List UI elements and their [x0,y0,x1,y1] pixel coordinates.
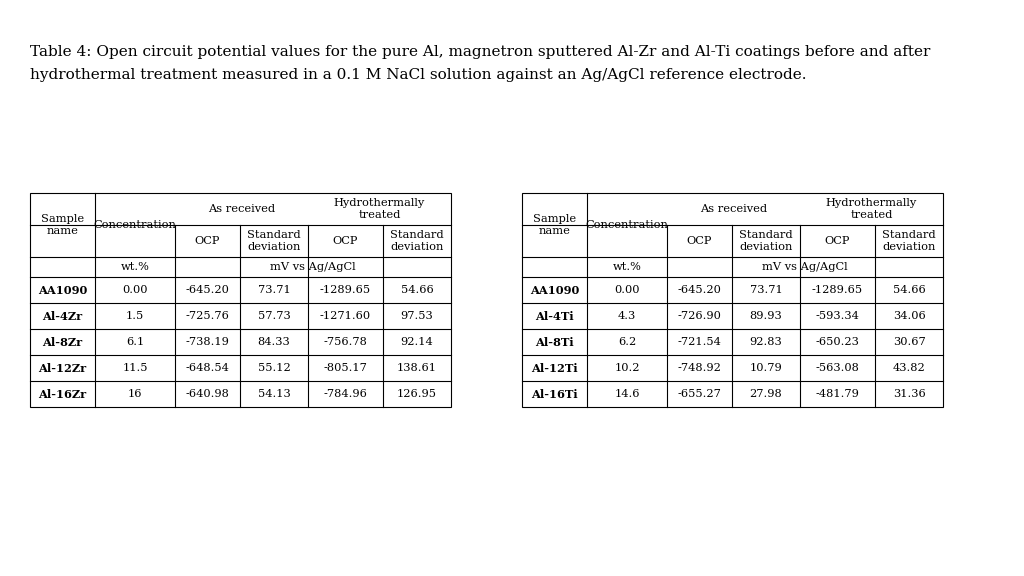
Text: 30.67: 30.67 [893,337,926,347]
Text: 11.5: 11.5 [122,363,147,373]
Text: 4.3: 4.3 [617,311,636,321]
Text: 92.83: 92.83 [750,337,782,347]
Bar [522,193,943,407]
Bar [30,193,451,407]
Text: 6.1: 6.1 [126,337,144,347]
Text: 27.98: 27.98 [750,389,782,399]
Text: 55.12: 55.12 [258,363,291,373]
Text: 6.2: 6.2 [617,337,636,347]
Text: Table 4: Open circuit potential values for the pure Al, magnetron sputtered Al-Z: Table 4: Open circuit potential values f… [30,45,931,59]
Text: 10.2: 10.2 [614,363,640,373]
Text: 31.36: 31.36 [893,389,926,399]
Text: 126.95: 126.95 [397,389,437,399]
Text: 73.71: 73.71 [258,285,291,295]
Text: 43.82: 43.82 [893,363,926,373]
Text: Sample
name: Sample name [532,214,577,236]
Text: -645.20: -645.20 [678,285,722,295]
Text: Al-8Zr: Al-8Zr [42,336,83,347]
Text: -563.08: -563.08 [815,363,859,373]
Text: -1289.65: -1289.65 [319,285,371,295]
Text: -738.19: -738.19 [185,337,229,347]
Text: 57.73: 57.73 [258,311,291,321]
Text: Standard
deviation: Standard deviation [739,230,793,252]
Text: 0.00: 0.00 [122,285,147,295]
Text: -1271.60: -1271.60 [319,311,371,321]
Text: Al-12Ti: Al-12Ti [531,362,578,373]
Text: -650.23: -650.23 [815,337,859,347]
Text: 92.14: 92.14 [400,337,433,347]
Text: -756.78: -756.78 [324,337,368,347]
Text: AA1090: AA1090 [529,285,580,295]
Text: 54.66: 54.66 [400,285,433,295]
Text: -725.76: -725.76 [185,311,229,321]
Text: mV vs Ag/AgCl: mV vs Ag/AgCl [270,262,355,272]
Text: Al-4Ti: Al-4Ti [536,310,573,321]
Text: -593.34: -593.34 [815,311,859,321]
Text: As received: As received [700,204,767,214]
Text: Concentration: Concentration [586,220,669,230]
Text: Al-16Ti: Al-16Ti [531,388,578,400]
Text: Standard
deviation: Standard deviation [883,230,936,252]
Text: OCP: OCP [687,236,712,246]
Text: Al-8Ti: Al-8Ti [536,336,573,347]
Text: OCP: OCP [824,236,850,246]
Text: -655.27: -655.27 [678,389,722,399]
Text: 0.00: 0.00 [614,285,640,295]
Text: 16: 16 [128,389,142,399]
Text: -784.96: -784.96 [324,389,368,399]
Text: -648.54: -648.54 [185,363,229,373]
Text: 97.53: 97.53 [400,311,433,321]
Text: 1.5: 1.5 [126,311,144,321]
Text: Al-4Zr: Al-4Zr [42,310,83,321]
Text: -1289.65: -1289.65 [812,285,863,295]
Text: -721.54: -721.54 [678,337,722,347]
Text: -805.17: -805.17 [324,363,368,373]
Text: wt.%: wt.% [121,262,150,272]
Text: -481.79: -481.79 [815,389,859,399]
Text: OCP: OCP [195,236,220,246]
Text: Hydrothermally
treated: Hydrothermally treated [826,198,918,220]
Text: 84.33: 84.33 [258,337,291,347]
Text: 34.06: 34.06 [893,311,926,321]
Text: -640.98: -640.98 [185,389,229,399]
Text: OCP: OCP [333,236,358,246]
Text: Concentration: Concentration [93,220,176,230]
Text: Standard
deviation: Standard deviation [247,230,301,252]
Text: 14.6: 14.6 [614,389,640,399]
Text: hydrothermal treatment measured in a 0.1 M NaCl solution against an Ag/AgCl refe: hydrothermal treatment measured in a 0.1… [30,68,807,82]
Text: As received: As received [208,204,275,214]
Text: -748.92: -748.92 [678,363,722,373]
Text: -726.90: -726.90 [678,311,722,321]
Text: wt.%: wt.% [612,262,641,272]
Text: 10.79: 10.79 [750,363,782,373]
Text: Standard
deviation: Standard deviation [390,230,443,252]
Text: mV vs Ag/AgCl: mV vs Ag/AgCl [762,262,848,272]
Text: Hydrothermally
treated: Hydrothermally treated [334,198,425,220]
Text: AA1090: AA1090 [38,285,87,295]
Text: 89.93: 89.93 [750,311,782,321]
Text: 54.66: 54.66 [893,285,926,295]
Text: Al-12Zr: Al-12Zr [39,362,87,373]
Text: 73.71: 73.71 [750,285,782,295]
Text: -645.20: -645.20 [185,285,229,295]
Text: Sample
name: Sample name [41,214,84,236]
Text: Al-16Zr: Al-16Zr [39,388,87,400]
Text: 54.13: 54.13 [258,389,291,399]
Text: 138.61: 138.61 [397,363,437,373]
